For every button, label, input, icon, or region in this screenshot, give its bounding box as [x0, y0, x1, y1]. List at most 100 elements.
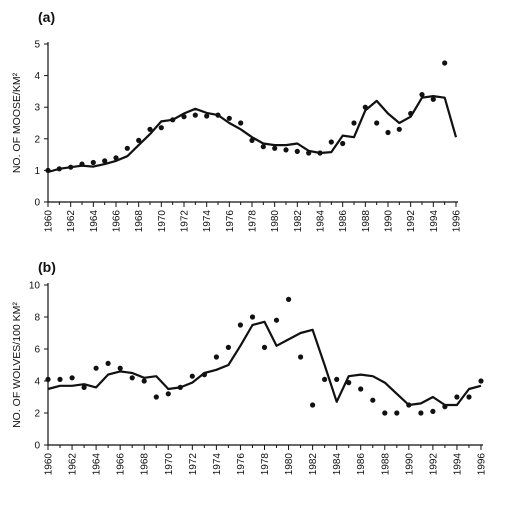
panel-b-data-point — [105, 360, 111, 366]
panel-b-x-tick-label: 1980 — [284, 453, 295, 476]
panel-a-series-line — [47, 94, 458, 174]
panel-a-y-tick-label: 4 — [34, 71, 40, 82]
panel-b-x-tick-label: 1962 — [68, 453, 79, 476]
panel-b-x-tick-label: 1984 — [332, 453, 343, 476]
panel-a-x-tick-label: 1996 — [452, 210, 463, 233]
panel-b-data-point — [346, 380, 352, 386]
panel-b-data-point — [261, 344, 268, 350]
panel-b-data-point — [201, 372, 207, 378]
panel-a-y-tick-label: 5 — [34, 40, 40, 51]
panel-a-data-point — [340, 140, 346, 147]
panel-a-x-tick-label: 1968 — [134, 210, 145, 233]
panel-b-data-point — [129, 375, 135, 381]
panel-b-y-tick-label: 0 — [34, 441, 40, 452]
panel-a-x-tick-label: 1986 — [338, 210, 349, 233]
panel-a-data-point — [306, 150, 312, 156]
panel-b-data-point — [45, 376, 51, 382]
panel-a-data-point — [408, 110, 414, 117]
panel-b-y-axis-title: NO. OF WOLVES/100 KM² — [11, 302, 23, 428]
panel-b-data-point — [310, 402, 316, 408]
panel-a-data-point — [362, 104, 368, 110]
panel-b-x-tick-label: 1976 — [236, 453, 247, 476]
panel-a-x-tick-label: 1984 — [316, 210, 327, 233]
panel-b-data-point — [454, 394, 460, 400]
panel-a-y-axis-title: NO. OF MOOSE/KM² — [11, 72, 23, 173]
panel-b-data-point — [298, 354, 304, 360]
panel-a-data-point — [124, 145, 130, 151]
panel-b-data-point — [286, 296, 292, 302]
panel-b-data-point — [141, 378, 147, 384]
panel-b-y-tick-label: 8 — [34, 313, 40, 324]
panel-a-data-point — [294, 148, 300, 154]
panel-b-data-point — [81, 384, 87, 390]
panel-a-data-point — [238, 120, 244, 126]
panel-b-x-tick-label: 1978 — [260, 453, 271, 476]
panel-a-data-point — [136, 137, 142, 143]
panel-b-x-tick-label: 1964 — [92, 453, 103, 476]
panel-b-data-point — [273, 317, 280, 323]
panel-b-data-point — [430, 408, 436, 414]
panel-a-y-tick-label: 1 — [34, 166, 40, 177]
panel-b-data-point — [249, 314, 256, 320]
panel-b-data-point — [466, 394, 472, 400]
panel-b-data-point — [418, 410, 424, 416]
panel-a-data-point — [113, 155, 119, 161]
panel-a-data-point — [56, 166, 62, 172]
panel-a-data-point — [192, 112, 198, 118]
panel-a-data-point — [272, 145, 278, 151]
panel-a-x-tick-label: 1982 — [293, 210, 304, 233]
panel-b-data-point — [478, 378, 484, 384]
panel-a-data-point — [396, 126, 402, 132]
panel-b-letter: (b) — [38, 259, 56, 275]
panel-b-x-tick-label: 1990 — [404, 453, 415, 476]
panel-b-data-point — [189, 373, 195, 379]
panel-a-x-tick-label: 1960 — [44, 210, 55, 233]
panel-a-x-tick-label: 1976 — [225, 210, 236, 233]
panel-a-x-tick-label: 1974 — [202, 210, 213, 233]
panel-b-series-line — [47, 320, 482, 407]
panel-a-data-point — [68, 164, 74, 170]
panel-a-data-point — [102, 158, 108, 164]
panel-a-data-point — [215, 112, 221, 118]
panel-a-data-point — [249, 137, 255, 143]
panel-b-data-point — [69, 375, 75, 381]
panel-a-data-point — [170, 117, 176, 123]
panel-a-data-point — [328, 139, 334, 145]
panel-a-x-tick-label: 1992 — [406, 210, 417, 233]
panel-b-data-point — [57, 376, 63, 382]
panel-a-data-point — [442, 60, 448, 66]
panel-a-data-point — [374, 120, 380, 126]
panel-b-x-tick-label: 1960 — [44, 453, 55, 476]
panel-b-y-tick-label: 10 — [29, 281, 41, 292]
panel-b-data-point — [370, 397, 376, 403]
panel-b-data-point — [334, 376, 340, 382]
panel-b-data-point — [358, 386, 364, 392]
panel-a-x-tick-label: 1978 — [248, 210, 259, 233]
panel-a-data-point — [79, 161, 85, 167]
panel-a-x-tick-label: 1994 — [429, 210, 440, 233]
panel-b-x-tick-label: 1982 — [308, 453, 319, 476]
panel-b-data-point — [93, 365, 99, 371]
panel-b-data-point — [117, 365, 123, 371]
panel-a-x-tick-label: 1970 — [157, 210, 168, 233]
panel-a-data-point — [430, 96, 436, 102]
panel-a-data-point — [351, 120, 357, 126]
panel-a-x-tick-label: 1964 — [89, 210, 100, 233]
panel-a-x-tick-label: 1990 — [384, 210, 395, 233]
panel-b-x-tick-label: 1988 — [380, 453, 391, 476]
panel-b-data-point — [442, 404, 448, 410]
panel-a-data-point — [158, 125, 164, 131]
panel-b-x-tick-label: 1994 — [452, 453, 463, 476]
panel-a-y-tick-label: 2 — [34, 134, 40, 145]
panel-a-x-tick-label: 1966 — [112, 210, 123, 233]
panel-b-data-point — [322, 376, 328, 382]
panel-a-data-point — [45, 167, 51, 173]
panel-a-letter: (a) — [38, 9, 55, 25]
panel-a-data-point — [226, 115, 232, 121]
panel-b-x-tick-label: 1968 — [140, 453, 151, 476]
panel-a-data-point — [317, 150, 323, 156]
panel-b-data-point — [177, 384, 183, 390]
panel-a-data-point — [204, 113, 210, 119]
panel-a-x-tick-label: 1962 — [66, 210, 77, 233]
